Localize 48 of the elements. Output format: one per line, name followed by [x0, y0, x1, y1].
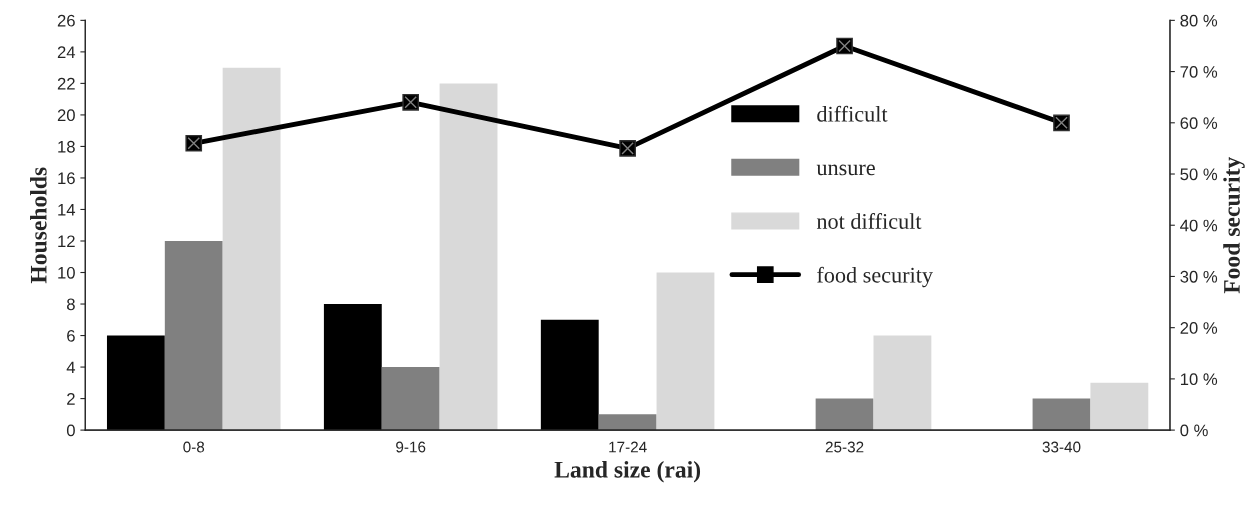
bar	[439, 83, 498, 431]
y-tick-label: 6	[67, 329, 75, 342]
y2-tick-label: 0 %	[1180, 424, 1208, 437]
y2-tick-label: 10 %	[1180, 373, 1218, 386]
bar	[222, 67, 281, 431]
y-tick-label: 24	[57, 46, 76, 58]
y-tick-label: 18	[58, 140, 75, 153]
x-axis-title: Land size (rai)	[554, 461, 701, 483]
bar	[598, 414, 657, 431]
bar	[656, 272, 715, 431]
y-tick-label: 14	[58, 204, 76, 216]
y-tick-label: 8	[67, 298, 75, 311]
legend-label: difficult	[817, 105, 888, 122]
x-tick-label: 9-16	[396, 441, 426, 453]
x-tick-label: 0-8	[183, 441, 205, 453]
x-tick-label: 25-32	[825, 441, 864, 453]
bar	[540, 319, 599, 431]
y-axis-title: Households	[30, 167, 47, 284]
bar	[106, 335, 165, 431]
y-tick-label: 2	[67, 392, 75, 405]
y2-tick-label: 30 %	[1180, 270, 1218, 283]
y2-tick-label: 40 %	[1180, 219, 1218, 232]
y-tick-label: 12	[58, 235, 75, 248]
x-tick-label: 17-24	[609, 441, 647, 453]
y-tick-label: 22	[57, 77, 75, 90]
y-tick-label: 26	[57, 14, 75, 27]
bar	[1032, 398, 1091, 431]
y-tick-label: 4	[66, 361, 76, 374]
y-tick-label: 10	[58, 266, 75, 279]
y2-tick-label: 80 %	[1180, 14, 1218, 27]
legend-label: food security	[817, 266, 933, 288]
bar	[323, 304, 382, 431]
bar	[164, 240, 223, 431]
y2-axis-title: Food security	[1223, 156, 1245, 294]
x-tick-label: 33-40	[1042, 441, 1081, 453]
y2-tick-label: 70 %	[1180, 65, 1218, 78]
bar	[1090, 382, 1149, 431]
legend-label: not difficult	[816, 213, 922, 229]
legend-label: unsure	[816, 164, 875, 176]
y2-tick-label: 60 %	[1180, 117, 1218, 129]
y2-tick-label: 50 %	[1180, 168, 1218, 181]
y-tick-label: 0	[66, 424, 75, 437]
bar	[815, 398, 874, 431]
y2-tick-label: 20 %	[1180, 322, 1218, 334]
y-tick-label: 16	[58, 172, 75, 185]
bar	[873, 335, 932, 431]
y-tick-label: 20	[57, 109, 75, 122]
bar	[381, 367, 440, 431]
